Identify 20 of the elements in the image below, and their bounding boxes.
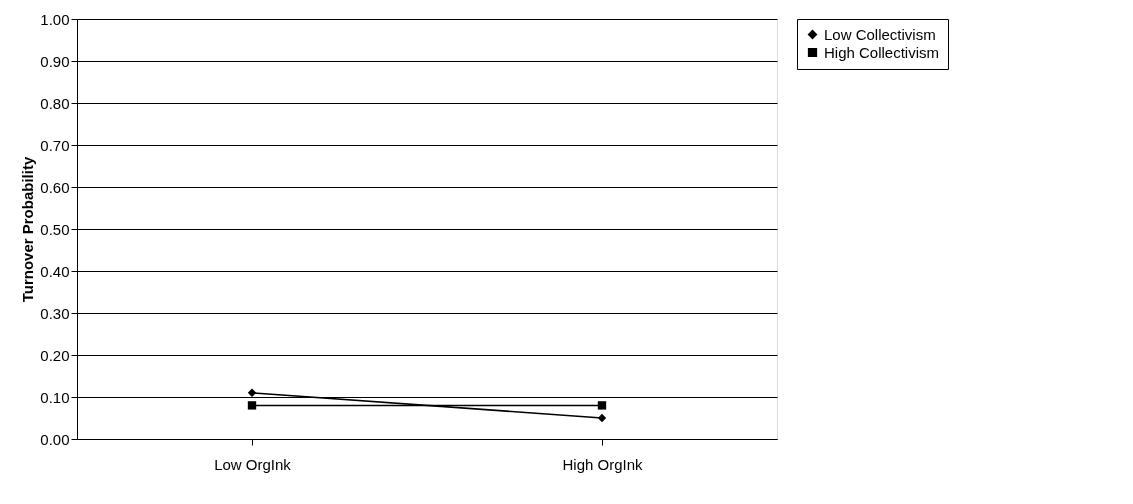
y-tick-label: 0.70 xyxy=(40,136,70,154)
y-tick-label: 0.30 xyxy=(40,304,70,322)
point xyxy=(247,401,257,410)
y-axis-title: Turnover Probability xyxy=(19,156,37,303)
y-tick-label: 0.50 xyxy=(40,220,70,238)
point xyxy=(247,388,257,397)
y-tick-label: 0.40 xyxy=(40,262,70,280)
y-tick-label: 0.80 xyxy=(40,94,70,112)
point xyxy=(597,401,607,410)
point xyxy=(597,413,607,423)
x-tick-label: Low OrgInk xyxy=(214,455,292,473)
y-tick-label: 0.90 xyxy=(40,52,70,70)
y-tick-label: 1.00 xyxy=(40,10,70,28)
y-tick-label: 0.60 xyxy=(40,178,70,196)
y-tick-label: 0.10 xyxy=(40,388,70,406)
legend-label: High Collectivism xyxy=(824,43,940,61)
y-tick-label: 0.20 xyxy=(40,346,70,364)
legend-label: Low Collectivism xyxy=(824,25,936,43)
y-tick-label: 0.00 xyxy=(40,430,70,448)
x-tick-label: High OrgInk xyxy=(562,455,644,473)
